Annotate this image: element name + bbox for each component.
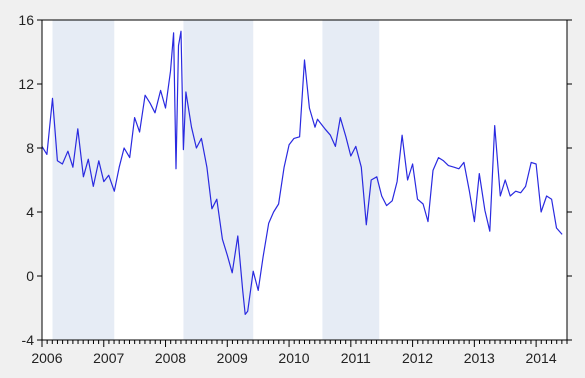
plot-frame — [41, 19, 568, 341]
shaded-region-2 — [183, 20, 254, 340]
x-tick-label: 2014 — [525, 350, 556, 366]
x-tick-label: 2006 — [31, 350, 62, 366]
x-tick-label: 2007 — [93, 350, 124, 366]
series — [41, 30, 563, 315]
shaded-region-3 — [322, 20, 380, 340]
y-tick-label: -4 — [22, 332, 35, 348]
x-tick-label: 2011 — [341, 350, 371, 366]
shaded-regions — [52, 20, 380, 340]
x-tick-label: 2012 — [402, 350, 433, 366]
y-tick-label: 0 — [26, 268, 34, 284]
x-tick-label: 2008 — [155, 350, 186, 366]
x-tick-label: 2010 — [278, 350, 309, 366]
plot-area — [42, 20, 567, 340]
series-line-1 — [41, 30, 563, 315]
y-tick-label: 8 — [26, 140, 34, 156]
x-tick-label: 2009 — [217, 350, 248, 366]
x-tick-label: 2013 — [464, 350, 495, 366]
y-tick-label: 12 — [18, 76, 34, 92]
y-tick-label: 16 — [18, 12, 34, 28]
y-tick-label: 4 — [26, 204, 34, 220]
axes: -4 0 4 8 12 16 2006 2007 2008 2009 2010 2011 2012 201… — [18, 12, 572, 366]
